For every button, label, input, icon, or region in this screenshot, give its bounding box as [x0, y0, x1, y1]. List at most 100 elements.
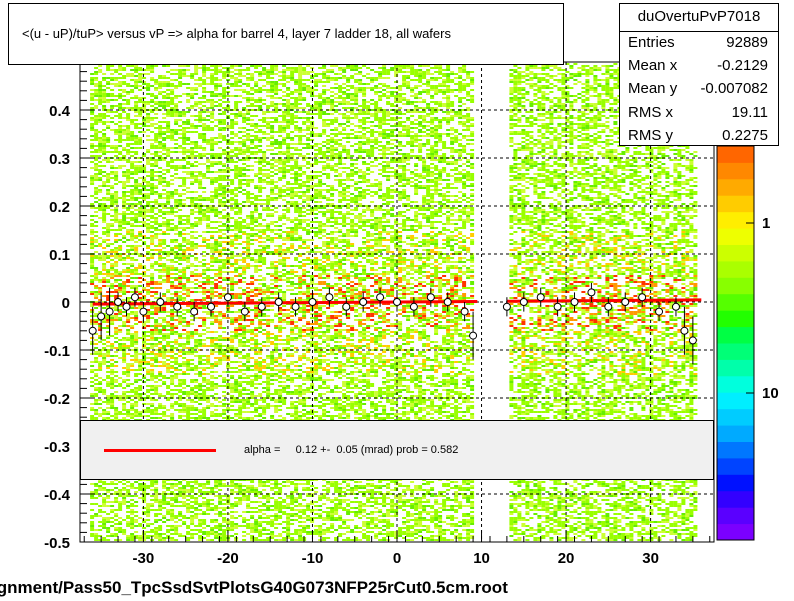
scatter-cell: [206, 227, 211, 229]
scatter-cell: [410, 219, 415, 221]
scatter-cell: [126, 207, 131, 209]
scatter-cell: [394, 109, 399, 111]
scatter-cell: [138, 75, 143, 77]
scatter-cell: [454, 243, 459, 245]
scatter-cell: [406, 229, 411, 231]
scatter-cell: [198, 133, 203, 135]
scatter-cell: [118, 247, 123, 249]
scatter-cell: [114, 209, 119, 211]
scatter-cell: [270, 229, 275, 231]
scatter-cell: [122, 129, 127, 131]
scatter-cell: [182, 113, 187, 115]
scatter-cell: [422, 77, 427, 79]
scatter-cell: [266, 173, 271, 175]
scatter-cell: [158, 155, 163, 157]
scatter-cell: [406, 163, 411, 165]
scatter-cell: [466, 177, 471, 179]
scatter-cell: [318, 113, 323, 115]
scatter-cell: [294, 179, 299, 181]
scatter-cell: [442, 93, 447, 95]
scatter-cell: [306, 163, 311, 165]
scatter-cell: [198, 195, 203, 197]
scatter-cell: [410, 145, 415, 147]
scatter-cell: [442, 233, 447, 235]
scatter-cell: [398, 153, 403, 155]
scatter-cell: [458, 209, 463, 211]
scatter-cell: [158, 241, 163, 243]
scatter-cell: [446, 241, 451, 243]
scatter-cell: [94, 211, 99, 213]
scatter-cell: [270, 189, 275, 191]
scatter-cell: [162, 207, 167, 209]
scatter-cell: [138, 141, 143, 143]
scatter-cell: [102, 159, 107, 161]
scatter-cell: [198, 67, 203, 69]
scatter-cell: [146, 121, 151, 123]
scatter-cell: [446, 211, 451, 213]
scatter-cell: [306, 199, 311, 201]
scatter-cell: [378, 135, 383, 137]
scatter-cell: [230, 183, 235, 185]
scatter-cell: [234, 201, 239, 203]
scatter-cell: [418, 117, 423, 119]
scatter-cell: [370, 147, 375, 149]
scatter-cell: [366, 235, 371, 237]
scatter-cell: [370, 165, 375, 167]
scatter-cell: [174, 193, 179, 195]
scatter-cell: [182, 193, 187, 195]
scatter-cell: [430, 101, 435, 103]
scatter-cell: [238, 213, 243, 215]
scatter-cell: [326, 225, 331, 227]
scatter-cell: [94, 107, 99, 109]
scatter-cell: [186, 217, 191, 219]
scatter-cell: [314, 245, 319, 247]
scatter-cell: [334, 189, 339, 191]
scatter-cell: [150, 207, 155, 209]
scatter-cell: [378, 125, 383, 127]
scatter-cell: [454, 111, 459, 113]
scatter-cell: [322, 195, 327, 197]
scatter-cell: [426, 217, 431, 219]
scatter-cell: [306, 85, 311, 87]
scatter-cell: [306, 111, 311, 113]
scatter-cell: [214, 79, 219, 81]
scatter-cell: [438, 209, 443, 211]
scatter-cell: [278, 245, 283, 247]
scatter-cell: [374, 125, 379, 127]
scatter-cell: [318, 115, 323, 117]
scatter-cell: [270, 89, 275, 91]
scatter-cell: [318, 183, 323, 185]
scatter-cell: [338, 217, 343, 219]
scatter-cell: [218, 175, 223, 177]
scatter-cell: [166, 165, 171, 167]
scatter-cell: [262, 137, 267, 139]
scatter-cell: [190, 115, 195, 117]
scatter-cell: [254, 105, 259, 107]
scatter-cell: [278, 167, 283, 169]
scatter-cell: [166, 155, 171, 157]
scatter-cell: [182, 179, 187, 181]
scatter-cell: [446, 97, 451, 99]
scatter-cell: [366, 153, 371, 155]
scatter-cell: [278, 103, 283, 105]
scatter-cell: [342, 123, 347, 125]
scatter-cell: [302, 227, 307, 229]
scatter-cell: [358, 131, 363, 133]
scatter-cell: [174, 131, 179, 133]
scatter-cell: [342, 221, 347, 223]
scatter-cell: [326, 103, 331, 105]
scatter-cell: [354, 149, 359, 151]
scatter-cell: [186, 163, 191, 165]
scatter-cell: [182, 167, 187, 169]
scatter-cell: [466, 129, 471, 131]
scatter-cell: [470, 153, 475, 155]
scatter-cell: [106, 179, 111, 181]
scatter-cell: [178, 227, 183, 229]
scatter-cell: [330, 129, 335, 131]
scatter-cell: [198, 209, 203, 211]
scatter-cell: [410, 171, 415, 173]
scatter-cell: [394, 99, 399, 101]
scatter-cell: [102, 145, 107, 147]
scatter-cell: [262, 247, 267, 249]
scatter-cell: [262, 79, 267, 81]
